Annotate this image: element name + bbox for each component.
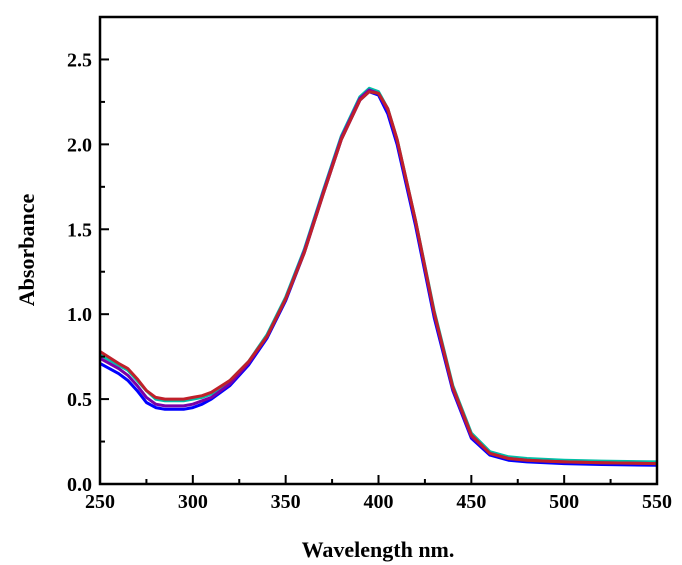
spectrum-line-4 [99, 90, 658, 466]
x-tick-label: 350 [271, 491, 301, 513]
x-tick-label: 300 [178, 491, 208, 513]
y-tick-label: 2.0 [67, 134, 92, 156]
y-tick-label: 1.0 [67, 304, 92, 326]
plot-frame [98, 15, 659, 486]
x-tick-label: 400 [364, 491, 394, 513]
y-tick-label: 1.5 [67, 219, 92, 241]
y-tick-label: 0.0 [67, 474, 92, 496]
x-axis-title: Wavelength nm. [302, 537, 455, 562]
ticks-layer: 250 300 350 400 450 500 550 0.0 0.5 1.0 1.5 2.0 2.5 [67, 49, 672, 513]
x-tick-label: 450 [456, 491, 486, 513]
x-tick-label: 550 [642, 491, 672, 513]
y-tick-label: 2.5 [67, 49, 92, 71]
y-axis-title: Absorbance [14, 194, 39, 307]
x-tick-label: 250 [85, 491, 115, 513]
y-tick-label: 0.5 [67, 389, 92, 411]
spectrum-line-3 [99, 88, 658, 466]
series-layer [99, 86, 658, 467]
x-tick-label: 500 [549, 491, 579, 513]
spectrum-line-2 [99, 90, 658, 467]
